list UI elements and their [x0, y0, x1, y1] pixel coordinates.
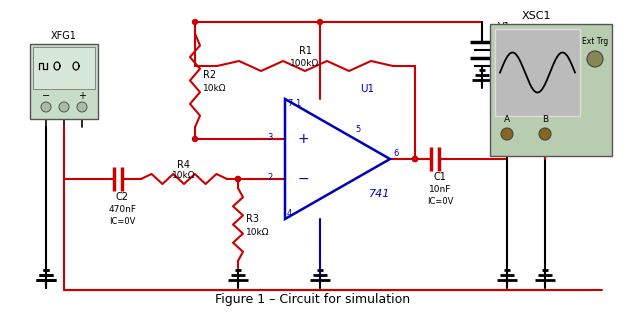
Text: 9 V: 9 V [498, 37, 514, 47]
Text: 6: 6 [393, 149, 398, 159]
Circle shape [587, 51, 603, 67]
Text: IC=0V: IC=0V [427, 197, 453, 205]
Text: B: B [542, 116, 548, 124]
Text: R2: R2 [203, 71, 216, 80]
Text: Figure 1 – Circuit for simulation: Figure 1 – Circuit for simulation [215, 293, 410, 306]
Text: 470nF: 470nF [109, 204, 136, 214]
Circle shape [59, 102, 69, 112]
Circle shape [318, 19, 322, 24]
FancyBboxPatch shape [30, 44, 98, 119]
Text: 100kΩ: 100kΩ [291, 58, 319, 68]
Text: XSC1: XSC1 [521, 11, 551, 21]
Text: C1: C1 [434, 172, 446, 182]
Text: 3: 3 [268, 133, 273, 142]
FancyBboxPatch shape [33, 47, 95, 89]
Text: −: − [298, 172, 309, 186]
Text: +: + [298, 132, 309, 146]
Text: −: − [42, 91, 50, 101]
Text: 10kΩ: 10kΩ [173, 171, 196, 181]
Circle shape [192, 19, 198, 24]
Circle shape [539, 128, 551, 140]
Text: U1: U1 [360, 84, 374, 94]
Circle shape [412, 156, 418, 161]
Text: +: + [78, 91, 86, 101]
Text: IC=0V: IC=0V [109, 216, 136, 225]
Text: 4: 4 [287, 209, 292, 219]
Text: XFG1: XFG1 [51, 31, 77, 41]
Text: R3: R3 [246, 214, 259, 225]
Circle shape [192, 137, 198, 142]
Text: 10kΩ: 10kΩ [246, 228, 269, 237]
Circle shape [501, 128, 513, 140]
Text: 5: 5 [355, 124, 360, 133]
Circle shape [236, 176, 241, 181]
Circle shape [236, 176, 241, 181]
Text: 7: 7 [287, 100, 292, 109]
Circle shape [77, 102, 87, 112]
Text: C2: C2 [116, 192, 129, 202]
Text: R4: R4 [177, 160, 191, 170]
Text: 1: 1 [295, 100, 300, 109]
Text: 741: 741 [369, 189, 391, 199]
Text: A: A [504, 116, 510, 124]
Text: 2: 2 [268, 172, 273, 181]
Circle shape [412, 156, 418, 161]
Text: V1: V1 [498, 22, 511, 32]
FancyBboxPatch shape [495, 29, 580, 116]
FancyBboxPatch shape [490, 24, 612, 156]
Text: 10nF: 10nF [429, 185, 451, 193]
Circle shape [41, 102, 51, 112]
Text: R1: R1 [299, 46, 311, 56]
Text: 10kΩ: 10kΩ [203, 84, 226, 93]
Text: Ext Trg: Ext Trg [582, 37, 608, 46]
